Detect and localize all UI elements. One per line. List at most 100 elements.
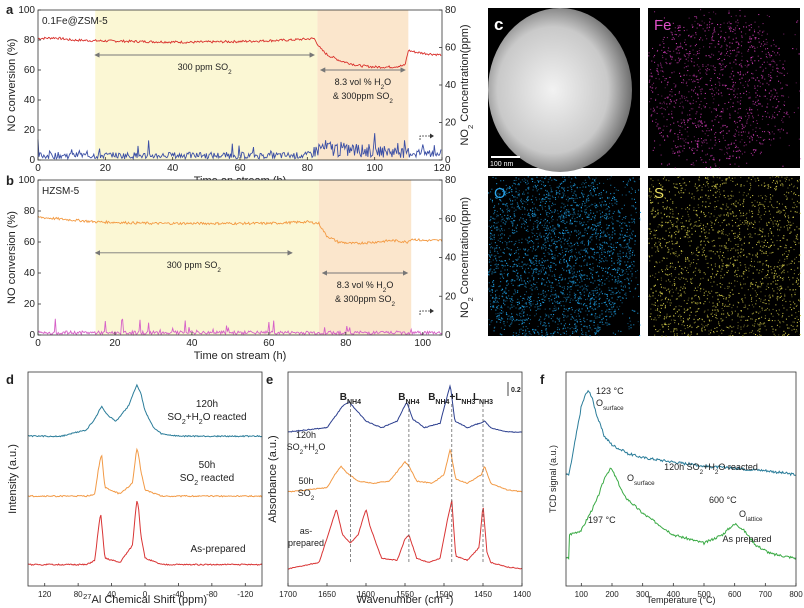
map-dot	[780, 246, 782, 248]
map-dot	[597, 265, 599, 267]
map-dot	[665, 207, 667, 209]
map-dot	[538, 293, 540, 295]
map-dot	[649, 298, 651, 300]
map-dot	[601, 267, 603, 269]
map-dot	[653, 229, 655, 231]
map-dot	[549, 281, 551, 283]
map-dot	[763, 95, 765, 97]
map-dot	[544, 299, 546, 301]
map-dot	[775, 45, 777, 47]
map-dot	[592, 249, 594, 251]
map-dot	[598, 279, 600, 281]
map-dot	[573, 328, 575, 330]
map-dot	[625, 194, 627, 196]
map-dot	[502, 267, 504, 269]
map-dot	[742, 272, 744, 274]
map-dot	[523, 248, 525, 250]
map-dot	[652, 47, 654, 49]
map-dot	[504, 203, 506, 205]
map-dot	[770, 144, 772, 146]
map-dot	[560, 216, 562, 218]
map-dot	[772, 328, 774, 330]
map-dot	[608, 302, 610, 304]
map-dot	[518, 193, 520, 195]
map-dot	[610, 250, 612, 252]
map-dot	[521, 305, 523, 307]
map-dot	[550, 245, 552, 247]
map-dot	[580, 324, 582, 326]
map-dot	[490, 309, 492, 311]
map-dot	[725, 48, 727, 50]
map-dot	[542, 198, 544, 200]
map-dot	[764, 89, 766, 91]
map-dot	[742, 84, 744, 86]
map-dot	[506, 202, 508, 204]
map-dot	[652, 91, 654, 93]
map-dot	[710, 65, 712, 67]
map-dot	[759, 142, 761, 144]
map-dot	[628, 241, 630, 243]
map-dot	[749, 46, 751, 48]
map-dot	[649, 233, 651, 235]
map-dot	[579, 321, 581, 323]
map-dot	[531, 201, 533, 203]
x-tick-label: 0	[35, 338, 41, 349]
map-dot	[586, 326, 588, 328]
map-dot	[655, 98, 657, 100]
map-dot	[741, 66, 743, 68]
map-dot	[623, 240, 625, 242]
map-dot	[563, 325, 565, 327]
map-dot	[681, 121, 683, 123]
map-dot	[522, 329, 524, 331]
map-dot	[670, 129, 672, 131]
map-dot	[613, 211, 615, 213]
map-dot	[571, 223, 573, 225]
map-dot	[677, 151, 679, 153]
map-dot	[617, 242, 619, 244]
map-dot	[708, 147, 710, 149]
map-dot	[589, 320, 591, 322]
map-dot	[631, 254, 633, 256]
map-dot	[518, 239, 520, 241]
map-dot	[496, 260, 498, 262]
map-dot	[533, 245, 535, 247]
map-dot	[739, 74, 741, 76]
map-dot	[518, 256, 520, 258]
map-dot	[708, 12, 710, 14]
map-dot	[504, 260, 506, 262]
map-dot	[520, 217, 522, 219]
map-dot	[527, 277, 529, 279]
map-dot	[722, 74, 724, 76]
map-dot	[528, 296, 530, 298]
map-dot	[574, 202, 576, 204]
map-dot	[629, 236, 631, 238]
map-dot	[538, 180, 540, 182]
map-dot	[670, 31, 672, 33]
map-dot	[771, 131, 773, 133]
map-dot	[608, 206, 610, 208]
map-dot	[607, 227, 609, 229]
map-dot	[749, 211, 751, 213]
map-dot	[757, 324, 759, 326]
map-dot	[734, 275, 736, 277]
map-dot	[584, 228, 586, 230]
map-dot	[664, 80, 666, 82]
map-dot	[728, 130, 730, 132]
map-dot	[584, 255, 586, 257]
map-dot	[504, 304, 506, 306]
map-dot	[558, 320, 560, 322]
map-dot	[535, 313, 537, 315]
map-dot	[566, 250, 568, 252]
map-dot	[752, 133, 754, 135]
map-dot	[621, 297, 623, 299]
map-dot	[715, 108, 717, 110]
map-dot	[709, 21, 711, 23]
map-dot	[609, 273, 611, 275]
map-dot	[608, 280, 610, 282]
map-dot	[747, 118, 749, 120]
map-dot	[611, 306, 613, 308]
map-dot	[589, 267, 591, 269]
map-dot	[582, 200, 584, 202]
map-dot	[600, 213, 602, 215]
map-dot	[534, 284, 536, 286]
